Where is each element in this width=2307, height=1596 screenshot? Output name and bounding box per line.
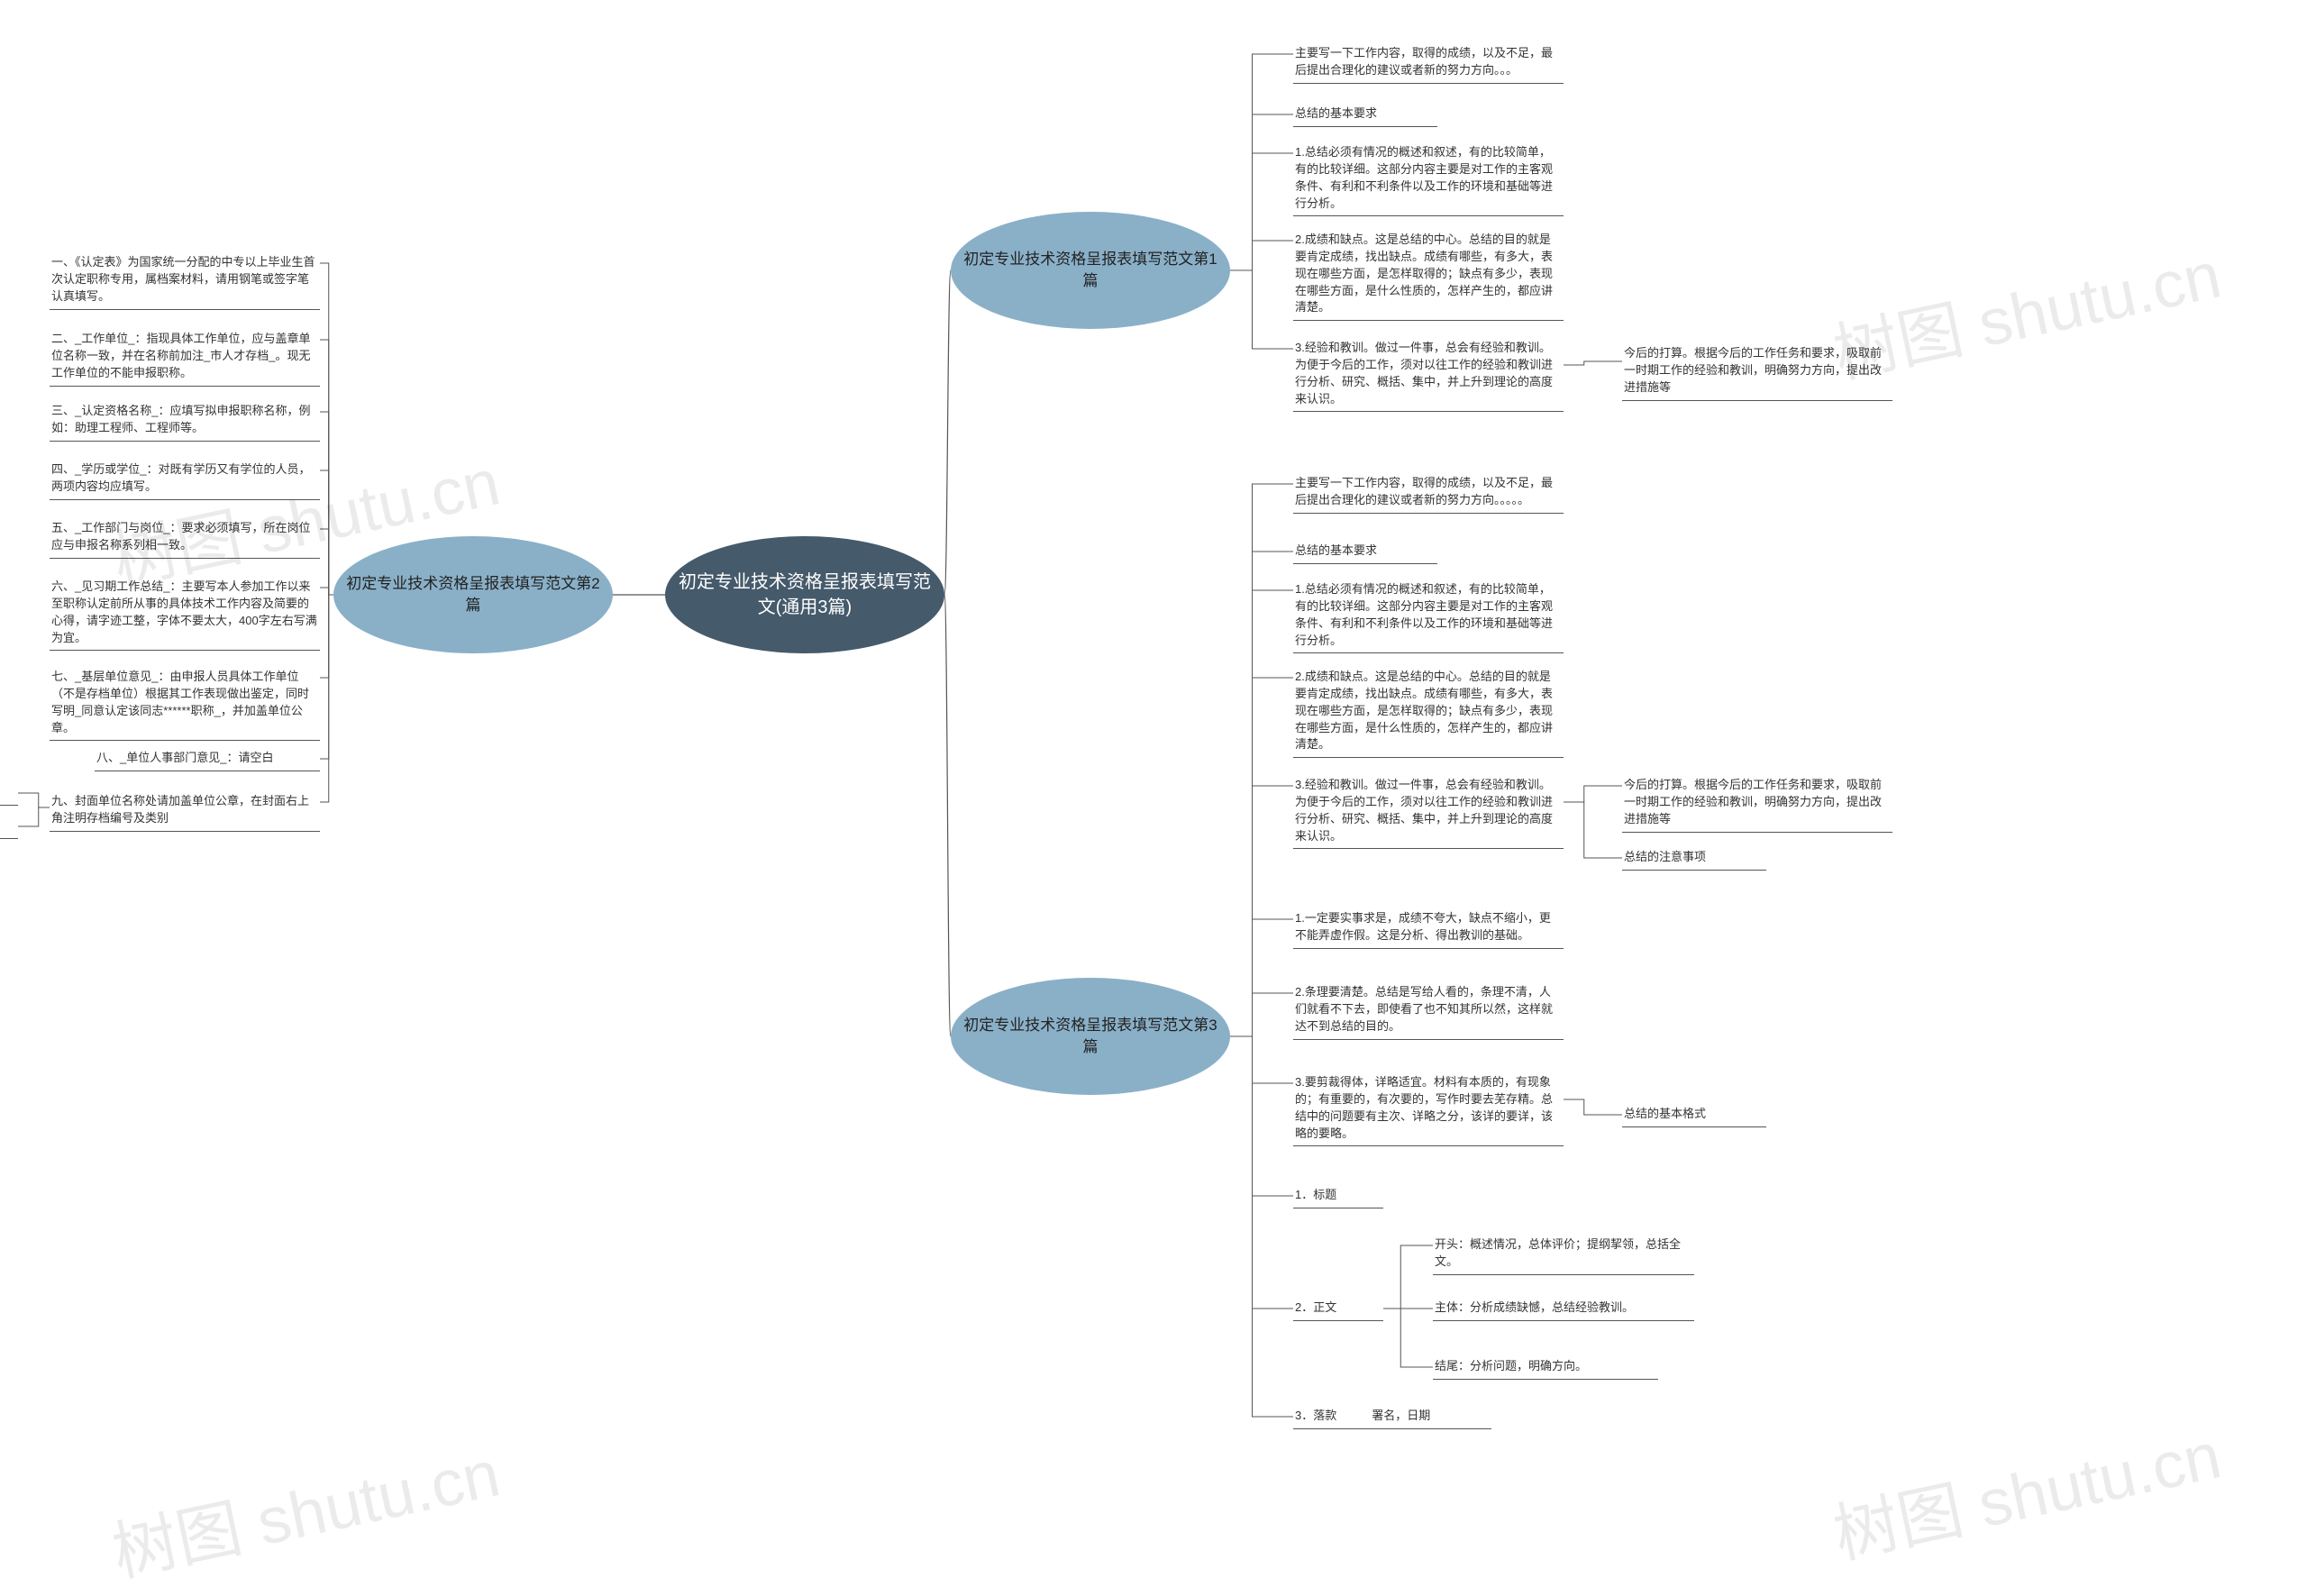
b2-leaf-0: 一、《认定表》为国家统一分配的中专以上毕业生首次认定职称专用，属档案材料，请用钢… (50, 252, 320, 310)
b2-leaf-3: 四、_学历或学位_：对既有学历又有学位的人员，两项内容均应填写。 (50, 460, 320, 500)
b1-leaf-1: 总结的基本要求 (1293, 104, 1437, 127)
b2-leaf-2: 三、_认定资格名称_：应填写拟申报职称名称，例如：助理工程师、工程师等。 (50, 401, 320, 442)
b1-leaf-3: 2.成绩和缺点。这是总结的中心。总结的目的就是要肯定成绩，找出缺点。成绩有哪些，… (1293, 230, 1564, 321)
b1-leaf-4: 3.经验和教训。做过一件事，总会有经验和教训。为便于今后的工作，须对以往工作的经… (1293, 338, 1564, 412)
b3-l4-tail-0: 今后的打算。根据今后的工作任务和要求，吸取前一时期工作的经验和教训，明确努力方向… (1622, 775, 1892, 833)
branch-2-label: 初定专业技术资格呈报表填写范文第2篇 (346, 573, 600, 616)
b3-leaf-0: 主要写一下工作内容，取得的成绩，以及不足，最后提出合理化的建议或者新的努力方向。… (1293, 473, 1564, 514)
b2-leaf-8: 九、封面单位名称处请加盖单位公章，在封面右上角注明存档编号及类别 (50, 791, 320, 832)
b1-leaf-2: 1.总结必须有情况的概述和叙述，有的比较简单，有的比较详细。这部分内容主要是对工… (1293, 142, 1564, 216)
b2-tail-1: 这些搜索实习报告范文~~里面摘写就可以了~~ (0, 816, 18, 839)
b3-l4-tail-1: 总结的注意事项 (1622, 847, 1766, 871)
b3-leaf-10: 3．落款 署名，日期 (1293, 1406, 1491, 1429)
b3-leaf-6: 2.条理要清楚。总结是写给人看的，条理不清，人们就看不下去，即使看了也不知其所以… (1293, 982, 1564, 1040)
b2-leaf-1: 二、_工作单位_：指现具体工作单位，应与盖章单位名称一致，并在名称前加注_市人才… (50, 329, 320, 387)
b3-body-1: 主体：分析成绩缺憾，总结经验教训。 (1433, 1298, 1694, 1321)
b1-leaf-4-tail: 今后的打算。根据今后的工作任务和要求，吸取前一时期工作的经验和教训，明确努力方向… (1622, 343, 1892, 401)
b2-leaf-5: 六、_见习期工作总结_：主要写本人参加工作以来至职称认定前所从事的具体技术工作内… (50, 577, 320, 651)
b3-leaf-3: 2.成绩和缺点。这是总结的中心。总结的目的就是要肯定成绩，找出缺点。成绩有哪些，… (1293, 667, 1564, 758)
b2-leaf-7: 八、_单位人事部门意见_：请空白 (95, 748, 320, 771)
b3-leaf-9: 2．正文 (1293, 1298, 1383, 1321)
b2-leaf-6: 七、_基层单位意见_：由申报人员具体工作单位（不是存档单位）根据其工作表现做出鉴… (50, 667, 320, 741)
b3-leaf-4: 3.经验和教训。做过一件事，总会有经验和教训。为便于今后的工作，须对以往工作的经… (1293, 775, 1564, 849)
branch-1: 初定专业技术资格呈报表填写范文第1篇 (951, 212, 1230, 329)
b1-leaf-0: 主要写一下工作内容，取得的成绩，以及不足，最后提出合理化的建议或者新的努力方向。… (1293, 43, 1564, 84)
b3-leaf-5: 1.一定要实事求是，成绩不夸大，缺点不缩小，更不能弄虚作假。这是分析、得出教训的… (1293, 908, 1564, 949)
branch-1-label: 初定专业技术资格呈报表填写范文第1篇 (963, 249, 1217, 292)
b3-leaf-8: 1．标题 (1293, 1185, 1383, 1208)
b3-leaf-7: 3.要剪裁得体，详略适宜。材料有本质的，有现象的；有重要的，有次要的，写作时要去… (1293, 1072, 1564, 1146)
b3-body-0: 开头：概述情况，总体评价；提纲挈领，总括全文。 (1433, 1235, 1694, 1275)
center-label: 初定专业技术资格呈报表填写范文(通用3篇) (678, 570, 932, 620)
b3-leaf-2: 1.总结必须有情况的概述和叙述，有的比较简单，有的比较详细。这部分内容主要是对工… (1293, 579, 1564, 653)
center-node: 初定专业技术资格呈报表填写范文(通用3篇) (665, 536, 944, 653)
branch-3: 初定专业技术资格呈报表填写范文第3篇 (951, 978, 1230, 1095)
b3-body-2: 结尾：分析问题，明确方向。 (1433, 1356, 1658, 1380)
b3-format: 总结的基本格式 (1622, 1104, 1766, 1127)
b2-tail-0: 你说的工作成绩，自我鉴定，见习期工作小结 (0, 782, 18, 806)
b2-leaf-4: 五、_工作部门与岗位_：要求必须填写，所在岗位应与申报名称系列相一致。 (50, 518, 320, 559)
branch-2: 初定专业技术资格呈报表填写范文第2篇 (333, 536, 613, 653)
b3-leaf-1: 总结的基本要求 (1293, 541, 1437, 564)
branch-3-label: 初定专业技术资格呈报表填写范文第3篇 (963, 1015, 1217, 1058)
